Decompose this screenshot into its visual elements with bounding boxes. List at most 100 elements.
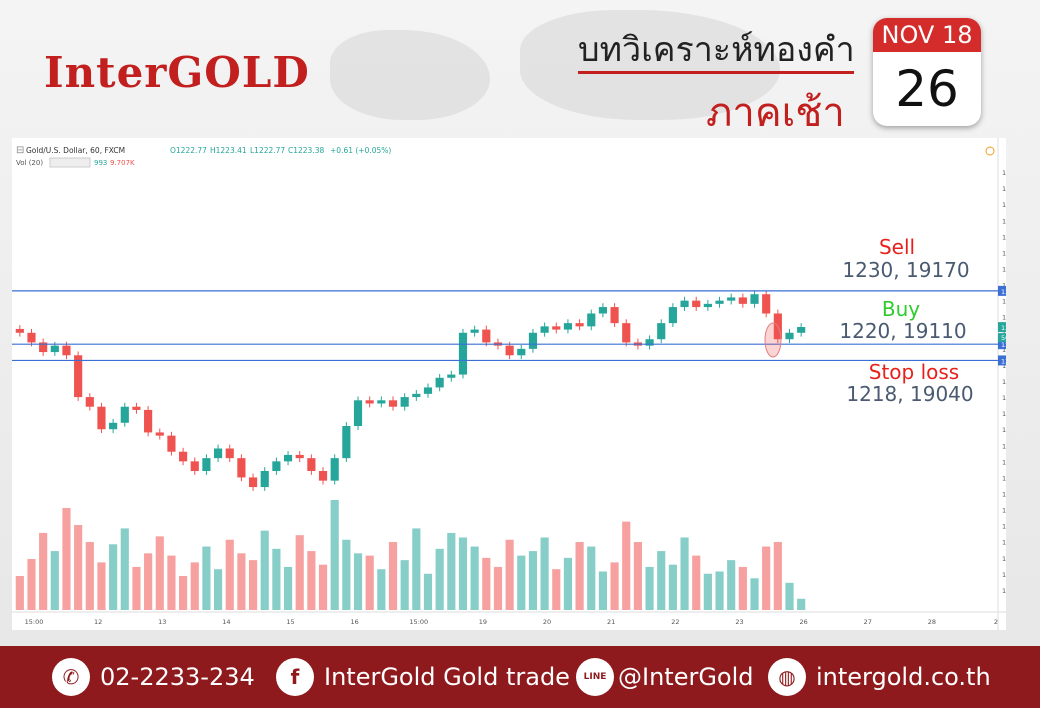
volume-bar [715, 571, 724, 610]
intergold-logo: InterGOLD [44, 48, 310, 97]
candle-body [785, 332, 794, 340]
facebook-contact[interactable]: f InterGold Gold trade [276, 658, 570, 696]
line-contact[interactable]: LINE @InterGold [576, 658, 754, 696]
x-tick-label: 16 [351, 618, 359, 626]
volume-bar [517, 555, 526, 610]
stop-loss-label: Stop loss [869, 360, 959, 384]
candle-body [750, 294, 759, 304]
volume-bar [132, 566, 141, 610]
x-axis: 15:00 12 13 14 15 16 15:00 19 20 21 22 23 26 27 28 2 [12, 611, 1006, 626]
y-tick-label: 1185.00 [1002, 571, 1006, 579]
volume-bar [703, 573, 712, 610]
volume-bar [458, 537, 468, 610]
volume-bar [575, 542, 584, 610]
calendar-month: NOV 18 [873, 18, 981, 52]
alert-icon[interactable] [985, 146, 995, 156]
y-tick-label: 1232.50 [1002, 266, 1006, 274]
candle-body [190, 461, 199, 471]
volume-bar [167, 555, 176, 610]
collapse-icon[interactable]: ⊟ [16, 145, 24, 156]
session-subtitle: ภาคเช้า [706, 90, 845, 136]
volume-bar [692, 555, 701, 610]
candle-body [738, 297, 747, 304]
ohlc-close: C1223.38 [288, 146, 324, 155]
website-contact[interactable]: ◍ intergold.co.th [768, 658, 991, 696]
volume-bar [237, 553, 246, 610]
x-tick-label: 12 [94, 618, 102, 626]
volume-bar [330, 500, 339, 610]
candle-body [610, 307, 619, 324]
candle-body [15, 328, 24, 333]
level-lines: 1229.02 1220.73 1218.20 1223.38 50:18 [12, 285, 1006, 366]
candle-body [528, 332, 538, 349]
candle-body [283, 454, 293, 462]
x-tick-label: 2 [994, 618, 998, 626]
ohlc-change: +0.61 (+0.05%) [330, 146, 391, 155]
stop-loss-price-label: 1218, 19040 [846, 382, 973, 406]
candle-body [213, 448, 223, 459]
candle-body [353, 400, 363, 426]
candle-body [703, 303, 712, 308]
candle-body [727, 297, 736, 301]
volume-bar [762, 546, 771, 610]
candle-body [388, 400, 398, 407]
volume-bar [202, 546, 211, 610]
indicator-controls[interactable] [49, 157, 91, 168]
x-tick-label: 19 [479, 618, 487, 626]
level-tag [998, 355, 1006, 366]
volume-bar [785, 582, 794, 610]
volume-bar [260, 530, 269, 610]
candle-body [97, 406, 106, 430]
y-tick-label: 1200.00 [1002, 474, 1006, 482]
title-underline [578, 71, 854, 74]
volume-bar [657, 551, 666, 610]
x-tick-label: 13 [158, 618, 166, 626]
symbol-label: Gold/U.S. Dollar, 60, FXCM [26, 146, 125, 155]
candle-body [482, 329, 491, 343]
candle-body [680, 300, 689, 308]
y-tick-label: 1197.50 [1002, 491, 1006, 499]
facebook-name: InterGold Gold trade [324, 663, 570, 691]
y-tick-label: 1210.00 [1002, 410, 1006, 418]
volume-bar [272, 548, 281, 610]
candle-body [248, 477, 258, 488]
candle-body [598, 307, 608, 314]
volume-bar [388, 542, 398, 610]
volume-bar [400, 560, 409, 610]
candle-body [225, 448, 234, 459]
ohlc-low: L1222.77 [250, 146, 285, 155]
candle-body [458, 332, 468, 375]
volume-bar [39, 532, 48, 610]
volume-bar [540, 537, 549, 610]
volume-bar [738, 566, 747, 610]
y-tick-label: 1212.50 [1002, 394, 1006, 402]
x-tick-label: 22 [671, 618, 679, 626]
candle-body [155, 432, 164, 436]
volume-bar [318, 564, 328, 610]
phone-contact[interactable]: ✆ 02-2233-234 [52, 658, 255, 696]
x-tick-label: 15 [286, 618, 294, 626]
candle-body [692, 300, 701, 308]
volume-bar [85, 542, 94, 610]
world-map-shape [330, 30, 490, 120]
volume-bar [27, 559, 36, 610]
volume-bar [97, 562, 106, 610]
y-tick-label: 1215.00 [1002, 378, 1006, 386]
volume-bar [598, 571, 608, 610]
x-tick-label: 27 [864, 618, 872, 626]
level-tag [998, 285, 1006, 296]
volume-bar [668, 564, 677, 610]
price-chart[interactable]: ⊟ Gold/U.S. Dollar, 60, FXCM O1222.77 H1… [12, 138, 1006, 630]
candle-body [85, 397, 94, 407]
volume-bar [552, 569, 561, 610]
candle-body [645, 339, 654, 346]
website-url: intergold.co.th [816, 663, 991, 691]
y-tick-label: 1227.50 [1002, 298, 1006, 306]
volume-bar [447, 532, 456, 610]
x-tick-label: 26 [799, 618, 807, 626]
candle-body [400, 397, 409, 407]
volume-value-1: 993 [94, 159, 107, 167]
y-tick-label: 1240.00 [1002, 217, 1006, 225]
x-tick-label: 28 [928, 618, 936, 626]
candle-body [622, 323, 631, 343]
